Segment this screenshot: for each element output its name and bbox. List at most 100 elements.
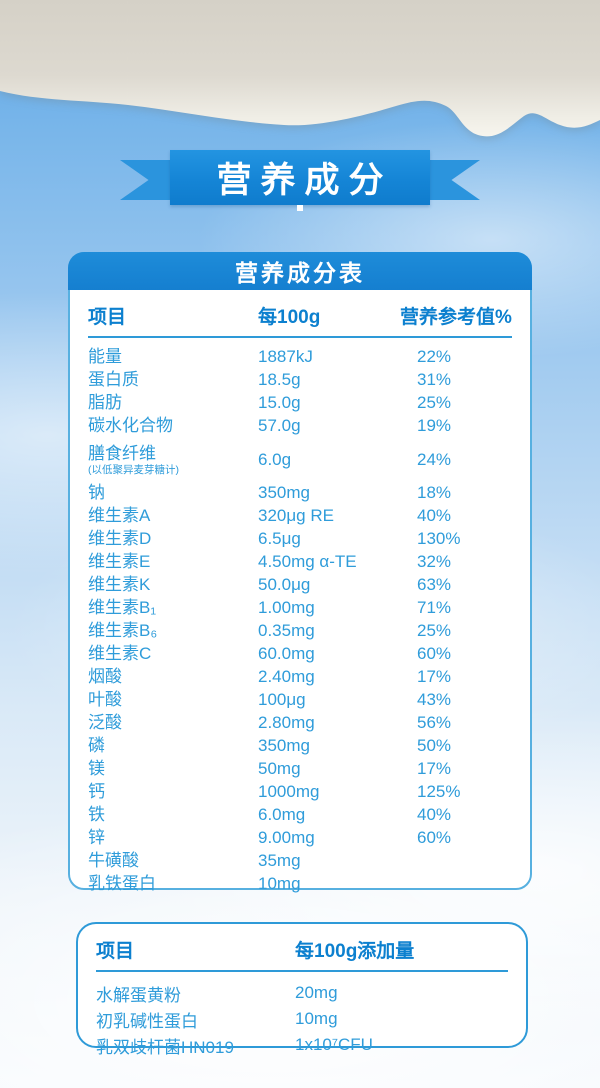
nutrient-label: 能量 xyxy=(88,347,122,367)
nutrition-table-card: 营养成分表 项目 每100g 营养参考值% 能量 1887kJ 22% 蛋白质 … xyxy=(68,252,532,893)
nutrient-amount: 100μg xyxy=(258,690,306,710)
nutrient-nrv: 31% xyxy=(417,370,452,390)
table-row: 维生素A 320μg RE 40% xyxy=(88,505,512,528)
nutrient-amount: 320μg RE xyxy=(258,506,334,526)
nutrition-banner: 营养成分 xyxy=(0,146,600,218)
nutrient-nrv: 18% xyxy=(417,483,452,503)
additives-table-header: 项目 每100g添加量 xyxy=(96,924,508,972)
table-row: 初乳碱性蛋白 10mg xyxy=(96,1006,508,1032)
nutrient-name: 钙 xyxy=(88,782,258,802)
nutrient-label: 锌 xyxy=(88,828,105,848)
nutrient-name: 维生素B₁ xyxy=(88,598,258,618)
column-item: 项目 xyxy=(88,307,127,328)
nutrient-name: 碳水化合物 xyxy=(88,416,258,436)
nutrient-name: 维生素C xyxy=(88,644,258,664)
table-row: 维生素B₁ 1.00mg 71% xyxy=(88,597,512,620)
nutrient-name: 膳食纤维 (以低聚异麦芽糖计) xyxy=(88,444,258,477)
nutrient-nrv: 24% xyxy=(417,449,452,469)
nutrient-name: 烟酸 xyxy=(88,667,258,687)
nutrient-nrv: 71% xyxy=(417,598,452,618)
nutrient-nrv: 19% xyxy=(417,416,452,436)
nutrient-nrv: 32% xyxy=(417,552,452,572)
nutrient-label: 牛磺酸 xyxy=(88,851,139,871)
table-row: 铁 6.0mg 40% xyxy=(88,804,512,827)
nutrient-label: 烟酸 xyxy=(88,667,122,687)
nutrient-name: 钠 xyxy=(88,483,258,503)
additives-table-card: 项目 每100g添加量 水解蛋黄粉 20mg 初乳碱性蛋白 10mg 乳双歧杆菌… xyxy=(76,922,528,1057)
nutrient-amount: 2.40mg xyxy=(258,667,315,687)
nutrient-nrv: 60% xyxy=(417,644,452,664)
nutrition-table-body: 能量 1887kJ 22% 蛋白质 18.5g 31% 脂肪 15.0g 25%… xyxy=(88,338,512,896)
table-row: 碳水化合物 57.0g 19% xyxy=(88,415,512,438)
table-row: 乳铁蛋白 10mg xyxy=(88,873,512,896)
nutrient-name: 锌 xyxy=(88,828,258,848)
nutrient-nrv: 40% xyxy=(417,506,452,526)
table-row: 维生素D 6.5μg 130% xyxy=(88,528,512,551)
column-nrv: 营养参考值% xyxy=(400,307,512,328)
nutrient-amount: 18.5g xyxy=(258,370,301,390)
nutrient-note: (以低聚异麦芽糖计) xyxy=(88,463,179,476)
nutrient-nrv: 130% xyxy=(417,529,461,549)
nutrient-label: 脂肪 xyxy=(88,393,122,413)
nutrient-name: 维生素D xyxy=(88,529,258,549)
column-per100g: 每100g xyxy=(258,307,321,328)
additives-table-body: 水解蛋黄粉 20mg 初乳碱性蛋白 10mg 乳双歧杆菌HN019 1x10⁷C… xyxy=(78,972,526,1058)
nutrient-amount: 350mg xyxy=(258,736,310,756)
nutrient-label: 维生素D xyxy=(88,529,152,549)
table-row: 钠 350mg 18% xyxy=(88,482,512,505)
column-item: 项目 xyxy=(96,941,135,962)
nutrient-name: 牛磺酸 xyxy=(88,851,258,871)
table-row: 水解蛋黄粉 20mg xyxy=(96,980,508,1006)
table-row: 钙 1000mg 125% xyxy=(88,781,512,804)
nutrient-nrv: 63% xyxy=(417,575,452,595)
nutrient-amount: 10mg xyxy=(258,874,301,894)
nutrient-label: 叶酸 xyxy=(88,690,122,710)
table-row: 维生素C 60.0mg 60% xyxy=(88,643,512,666)
nutrient-amount: 9.00mg xyxy=(258,828,315,848)
nutrient-amount: 2.80mg xyxy=(258,713,315,733)
table-row: 膳食纤维 (以低聚异麦芽糖计) 6.0g 24% xyxy=(88,438,512,482)
nutrient-name: 维生素E xyxy=(88,552,258,572)
nutrient-nrv: 25% xyxy=(417,621,452,641)
table-row: 牛磺酸 35mg xyxy=(88,850,512,873)
nutrient-amount: 0.35mg xyxy=(258,621,315,641)
nutrient-label: 钙 xyxy=(88,782,105,802)
nutrient-label: 钠 xyxy=(88,483,105,503)
nutrient-name: 磷 xyxy=(88,736,258,756)
nutrient-label: 碳水化合物 xyxy=(88,416,173,436)
nutrient-nrv: 50% xyxy=(417,736,452,756)
nutrient-label: 磷 xyxy=(88,736,105,756)
nutrient-name: 叶酸 xyxy=(88,690,258,710)
nutrient-nrv: 25% xyxy=(417,393,452,413)
nutrient-amount: 35mg xyxy=(258,851,301,871)
column-amount: 每100g添加量 xyxy=(295,941,415,962)
nutrient-label: 铁 xyxy=(88,805,105,825)
table-row: 镁 50mg 17% xyxy=(88,758,512,781)
table-row: 蛋白质 18.5g 31% xyxy=(88,369,512,392)
table-row: 叶酸 100μg 43% xyxy=(88,689,512,712)
nutrient-amount: 50mg xyxy=(258,759,301,779)
additive-label: 初乳碱性蛋白 xyxy=(96,1011,198,1031)
table-row: 能量 1887kJ 22% xyxy=(88,346,512,369)
nutrient-amount: 6.5μg xyxy=(258,529,301,549)
nutrient-label: 维生素E xyxy=(88,552,151,572)
table-row: 维生素B₆ 0.35mg 25% xyxy=(88,620,512,643)
nutrient-label: 蛋白质 xyxy=(88,370,139,390)
nutrient-label: 镁 xyxy=(88,759,105,779)
nutrition-table-title: 营养成分表 xyxy=(68,252,532,290)
nutrient-name: 脂肪 xyxy=(88,393,258,413)
nutrient-label: 泛酸 xyxy=(88,713,122,733)
nutrient-label: 膳食纤维 xyxy=(88,443,156,463)
nutrient-amount: 1887kJ xyxy=(258,347,313,367)
nutrient-label: 维生素A xyxy=(88,506,151,526)
nutrient-name: 维生素K xyxy=(88,575,258,595)
nutrient-amount: 60.0mg xyxy=(258,644,315,664)
nutrient-amount: 6.0g xyxy=(258,449,292,469)
nutrient-label: 维生素C xyxy=(88,644,152,664)
table-row: 维生素K 50.0μg 63% xyxy=(88,574,512,597)
nutrient-name: 维生素B₆ xyxy=(88,621,258,641)
table-row: 维生素E 4.50mg α-TE 32% xyxy=(88,551,512,574)
nutrient-nrv: 40% xyxy=(417,805,452,825)
nutrient-amount: 15.0g xyxy=(258,393,301,413)
